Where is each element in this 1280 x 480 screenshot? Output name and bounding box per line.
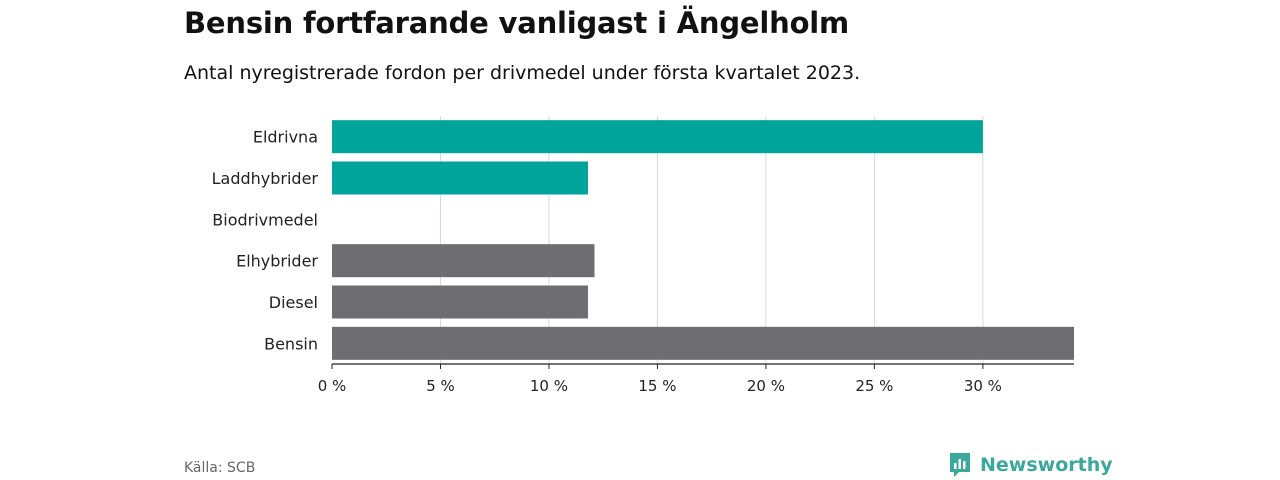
- source-note: Källa: SCB: [184, 460, 256, 476]
- category-label: Bensin: [264, 334, 318, 353]
- bar-chart-speech-bubble-icon: [950, 453, 970, 477]
- category-label: Elhybrider: [236, 252, 318, 271]
- x-tick-label: 15 %: [638, 377, 676, 395]
- brand-name: Newsworthy: [980, 454, 1113, 476]
- chart-subtitle: Antal nyregistrerade fordon per drivmede…: [184, 62, 861, 84]
- bar-diesel: [332, 285, 589, 319]
- x-tick-label: 25 %: [855, 377, 893, 395]
- x-tick-label: 30 %: [964, 377, 1002, 395]
- bar-elhybrider: [332, 244, 595, 278]
- bar-laddhybrider: [332, 161, 589, 195]
- x-tick-label: 5 %: [426, 377, 455, 395]
- bar-bensin: [332, 326, 1074, 360]
- x-tick-label: 10 %: [530, 377, 568, 395]
- category-label: Laddhybrider: [212, 169, 319, 188]
- x-tick-label: 20 %: [747, 377, 785, 395]
- bar-chart: Eldrivna Laddhybrider Biodrivmedel Elhybrid…: [212, 116, 1074, 395]
- category-label: Eldrivna: [253, 128, 318, 147]
- category-label: Biodrivmedel: [212, 210, 318, 229]
- category-label: Diesel: [269, 293, 318, 312]
- brand-logo: Newsworthy: [948, 451, 1113, 479]
- chart-title: Bensin fortfarande vanligast i Ängelholm: [184, 6, 850, 40]
- x-tick-label: 0 %: [318, 377, 347, 395]
- bar-eldrivna: [332, 120, 983, 154]
